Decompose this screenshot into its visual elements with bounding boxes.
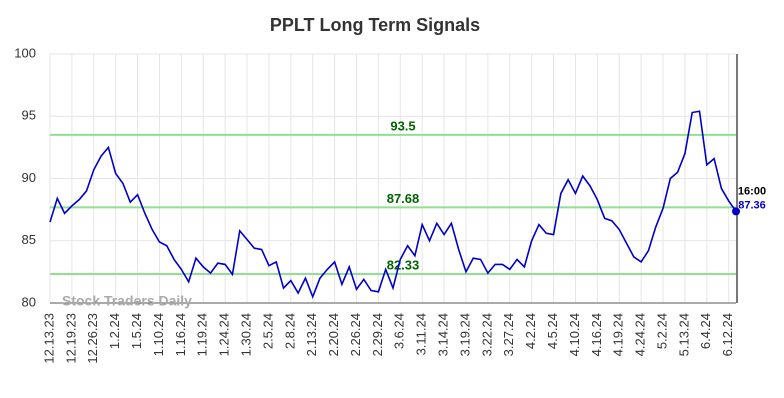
x-tick-label: 2.26.24 [348,313,363,356]
x-tick-label: 4.19.24 [611,313,626,356]
x-tick-label: 1.2.24 [107,313,122,349]
last-time: 16:00 [738,185,766,197]
x-tick-label: 2.29.24 [370,313,385,356]
chart-title: PPLT Long Term Signals [270,15,480,35]
x-tick-label: 12.13.23 [41,313,56,364]
x-tick-label: 1.19.24 [195,313,210,356]
x-tick-label: 1.24.24 [217,313,232,356]
watermark: Stock Traders Daily [62,293,192,309]
y-tick-label: 90 [22,170,36,185]
y-tick-label: 85 [22,232,36,247]
signal-label: 87.68 [387,191,420,206]
x-tick-label: 2.13.24 [304,313,319,356]
x-tick-label: 5.2.24 [654,313,669,349]
x-tick-label: 6.12.24 [720,313,735,356]
x-tick-label: 4.16.24 [589,313,604,356]
x-tick-label: 12.26.23 [85,313,100,364]
x-tick-label: 3.22.24 [479,313,494,356]
x-tick-label: 2.5.24 [260,313,275,349]
x-tick-label: 12.19.23 [63,313,78,364]
signal-label: 82.33 [387,257,420,272]
y-tick-label: 100 [14,45,36,60]
x-tick-label: 4.24.24 [633,313,648,356]
x-tick-label: 1.5.24 [129,313,144,349]
x-tick-label: 3.6.24 [392,313,407,349]
x-tick-label: 4.5.24 [545,313,560,349]
x-tick-label: 3.11.24 [414,313,429,355]
x-tick-label: 4.2.24 [523,313,538,349]
x-tick-label: 3.14.24 [436,313,451,356]
x-tick-label: 3.27.24 [501,313,516,356]
last-value: 87.36 [738,199,766,211]
x-tick-label: 2.20.24 [326,313,341,356]
x-tick-label: 5.13.24 [676,313,691,356]
x-tick-label: 3.19.24 [457,313,472,356]
last-point [732,207,740,216]
y-tick-label: 80 [22,294,36,309]
x-tick-label: 1.16.24 [173,313,188,356]
x-tick-label: 1.10.24 [151,313,166,356]
x-tick-label: 2.8.24 [282,313,297,349]
price-line [49,110,737,299]
signal-label: 93.5 [390,118,415,133]
x-tick-label: 1.30.24 [238,313,253,356]
x-tick-label: 6.4.24 [698,313,713,349]
y-tick-label: 95 [22,108,36,123]
x-tick-label: 4.10.24 [567,313,582,356]
